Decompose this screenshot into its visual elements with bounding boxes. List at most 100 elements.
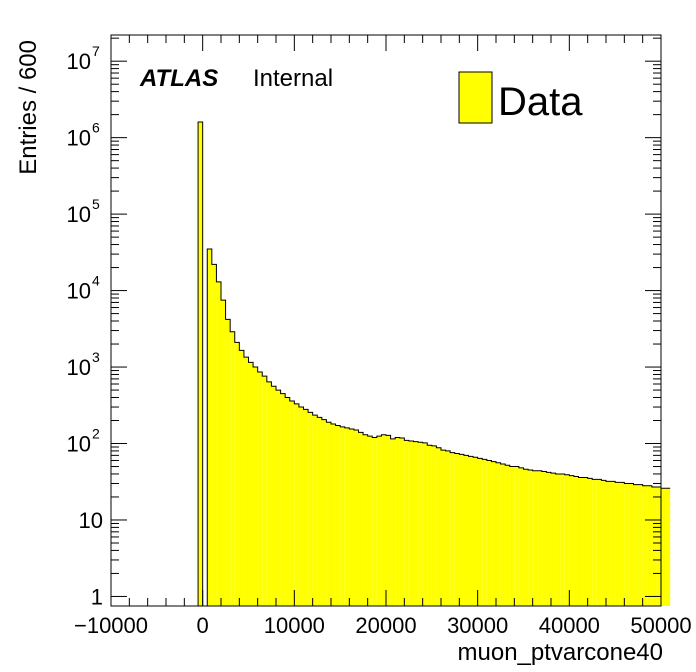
histogram-bar — [537, 470, 542, 606]
histogram-bar — [285, 397, 290, 606]
x-tick-label: 10000 — [264, 613, 325, 638]
histogram-bar — [289, 400, 295, 606]
histogram-bar — [656, 487, 661, 606]
histogram-bar — [395, 437, 400, 606]
histogram-bar — [523, 469, 529, 606]
atlas-label: ATLAS — [139, 65, 218, 92]
y-axis-title: Entries / 600 — [15, 40, 42, 175]
histogram-bar — [225, 319, 231, 606]
histogram-bar — [376, 436, 382, 606]
histogram-bar — [312, 415, 318, 606]
histogram-bar — [445, 450, 451, 606]
x-tick-label: −10000 — [74, 613, 148, 638]
histogram-bar — [271, 386, 276, 606]
histogram-bar — [399, 438, 405, 606]
histogram-bar — [477, 458, 483, 606]
histogram-bar — [642, 485, 648, 606]
y-tick-label: 10 — [79, 508, 103, 533]
internal-label: Internal — [253, 65, 333, 92]
histogram-bar — [353, 430, 359, 606]
histogram-bar — [335, 425, 341, 606]
histogram-bar — [431, 445, 437, 606]
histogram-bar — [253, 367, 258, 606]
histogram-bar — [326, 422, 331, 606]
histogram-bar — [532, 470, 538, 606]
histogram-bar — [606, 481, 611, 606]
y-tick-exponent: 3 — [92, 349, 100, 365]
histogram-bar — [372, 437, 377, 606]
histogram-bar — [418, 442, 423, 606]
histogram-bar — [459, 454, 464, 606]
histogram-bar — [463, 455, 469, 606]
histogram-bar — [344, 427, 350, 606]
histogram-bar — [619, 482, 625, 606]
histogram-bar — [491, 461, 496, 606]
histogram-bar — [569, 475, 574, 606]
y-tick-exponent: 2 — [92, 426, 100, 442]
histogram-bar — [651, 487, 657, 606]
histogram-bar — [358, 432, 364, 606]
histogram-bar — [422, 442, 428, 606]
histogram-bar — [638, 484, 643, 606]
histogram-bar — [564, 474, 570, 606]
histogram-bar — [482, 459, 487, 606]
histogram-bar — [243, 357, 249, 606]
histogram-bar — [248, 362, 254, 606]
histogram-bar — [665, 488, 671, 606]
histogram-bar — [505, 465, 510, 606]
histogram-bar — [234, 342, 240, 606]
histogram-bar — [583, 477, 588, 606]
histogram-bar — [408, 440, 414, 606]
histogram-bar — [230, 331, 235, 606]
histogram-bar — [496, 462, 501, 606]
histogram-bar — [573, 476, 579, 606]
histogram-bar — [450, 452, 455, 606]
histogram-bar — [427, 445, 432, 606]
histogram-bar — [317, 417, 322, 606]
histogram-bar — [555, 473, 561, 606]
histogram-bar — [367, 436, 373, 606]
histogram-bar — [615, 482, 620, 606]
histogram-bar — [468, 456, 474, 606]
x-tick-label: 20000 — [355, 613, 416, 638]
x-axis-title: muon_ptvarcone40 — [458, 639, 663, 666]
histogram-bar — [211, 264, 217, 606]
histogram-bar — [349, 428, 354, 606]
x-tick-label: 30000 — [447, 613, 508, 638]
y-tick-label: 1 — [91, 584, 103, 609]
histogram-bar — [551, 473, 556, 606]
histogram-bar — [596, 479, 602, 606]
histogram-bar — [321, 419, 327, 606]
y-tick-label: 10 — [67, 432, 91, 457]
histogram-bar — [404, 440, 409, 606]
y-tick-exponent: 4 — [92, 273, 100, 289]
histogram-bar — [276, 390, 281, 606]
histogram-bar — [514, 466, 519, 606]
histogram-bar — [308, 412, 313, 606]
histogram-bar — [509, 466, 515, 606]
x-tick-label: 50000 — [630, 613, 691, 638]
histogram-bar — [610, 481, 616, 606]
histogram-bar — [280, 393, 286, 606]
y-tick-label: 10 — [67, 126, 91, 151]
histogram-bar — [500, 463, 506, 606]
histogram-bar — [473, 457, 478, 606]
histogram-bar — [647, 485, 652, 606]
histogram-outline — [197, 121, 671, 606]
y-tick-label: 10 — [67, 49, 91, 74]
legend-swatch — [458, 71, 493, 124]
histogram-bar — [363, 434, 368, 606]
histogram-bar — [298, 407, 304, 606]
legend-label: Data — [498, 80, 583, 124]
histogram-bar — [381, 434, 386, 606]
histogram-bar — [592, 479, 597, 606]
y-tick-label: 10 — [67, 355, 91, 380]
histogram-bar — [413, 441, 419, 606]
histogram-bar — [541, 471, 547, 606]
x-tick-label: 0 — [197, 613, 209, 638]
histogram-outline-segment — [197, 121, 204, 606]
histogram-bar — [303, 409, 309, 606]
histogram-bar — [207, 248, 212, 607]
histogram-bar — [661, 488, 666, 606]
